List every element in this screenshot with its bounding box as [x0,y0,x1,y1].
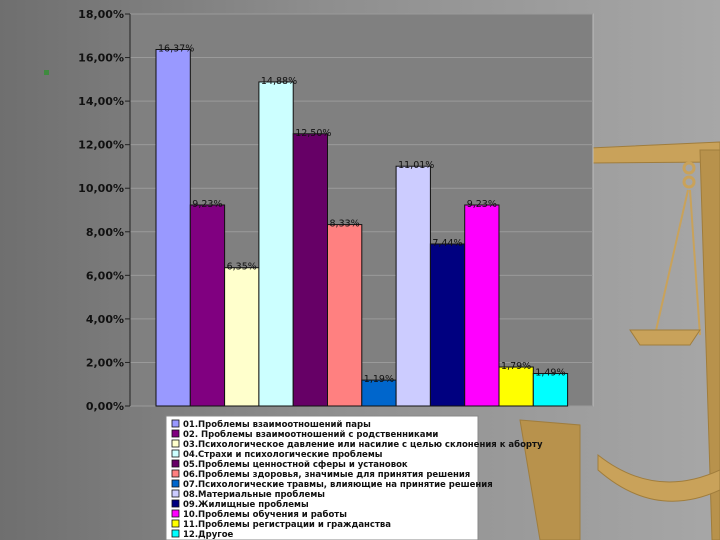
y-tick-label: 12,00% [78,139,124,152]
y-tick-label: 4,00% [86,313,124,326]
legend-entry: 03.Психологическое давление или насилие … [183,439,543,450]
legend-entry: 08.Материальные проблемы [183,489,325,500]
bar [361,379,397,407]
data-label: 6,35% [227,262,257,273]
y-tick-label: 18,00% [78,8,124,21]
bars [155,48,569,407]
legend-entry: 04.Страхи и психологические проблемы [183,449,382,460]
data-labels: 16,37% 9,23% 6,35% 14,88% 12,50% 8,33% 1,19% 11… [158,43,565,385]
legend-swatch [171,459,180,468]
legend-entry: 06.Проблемы здоровья, значимые для приня… [183,469,470,480]
data-label: 1,79% [501,361,531,372]
legend-swatch [171,529,180,538]
bar [258,81,294,407]
legend-entry: 11.Проблемы регистрации и гражданства [183,519,391,530]
data-label: 12,50% [295,128,331,139]
bar [292,133,329,407]
bar [532,373,569,407]
legend-swatch [171,419,180,428]
bar [224,267,260,407]
legend-swatch [171,509,180,518]
y-tick-label: 14,00% [78,95,124,108]
legend-swatch [171,439,180,448]
y-tick-label: 16,00% [78,52,124,65]
legend-entry: 01.Проблемы взаимоотношений пары [183,419,371,430]
bar [395,165,431,407]
legend-box [165,415,479,540]
legend-entry: 07.Психологические травмы, влияющие на п… [183,480,493,490]
y-tick-label: 0,00% [86,400,124,413]
data-label: 16,37% [158,43,194,54]
data-label: 11,01% [398,160,434,171]
bar [155,48,191,407]
bar [429,243,466,407]
y-tick-label: 10,00% [78,182,124,195]
data-label: 8,33% [330,219,360,230]
bar [498,366,534,407]
legend-swatch [171,429,180,438]
legend-swatch [171,519,180,528]
legend-swatch [171,499,180,508]
data-label: 1,19% [364,374,394,385]
data-label: 14,88% [261,76,297,87]
legend-swatch [171,449,180,458]
legend-swatch [171,469,180,478]
legend-entry: 09.Жилищные проблемы [183,499,309,510]
data-label: 7,44% [432,238,462,249]
legend-entry: 10.Проблемы обучения и работы [183,509,347,520]
y-axis: 0,00% 2,00% 4,00% 6,00% 8,00% 10,00% 12,00% 14,… [78,8,131,413]
data-label: 9,23% [467,199,497,210]
legend-entry: 02. Проблемы взаимоотношений с родственн… [183,429,438,440]
legend-swatch [171,479,180,488]
legend-entry: 12.Другое [183,530,234,540]
bar [464,204,500,407]
legend-entry: 05.Проблемы ценностной сферы и установок [183,459,408,470]
bar [189,204,226,407]
legend-swatch [171,489,180,498]
y-tick-label: 8,00% [86,226,124,239]
y-tick-label: 2,00% [86,356,124,369]
data-label: 1,49% [535,368,565,379]
bar [327,224,363,407]
y-tick-label: 6,00% [86,269,124,282]
data-label: 9,23% [192,199,222,210]
bullet-marker [44,70,49,75]
